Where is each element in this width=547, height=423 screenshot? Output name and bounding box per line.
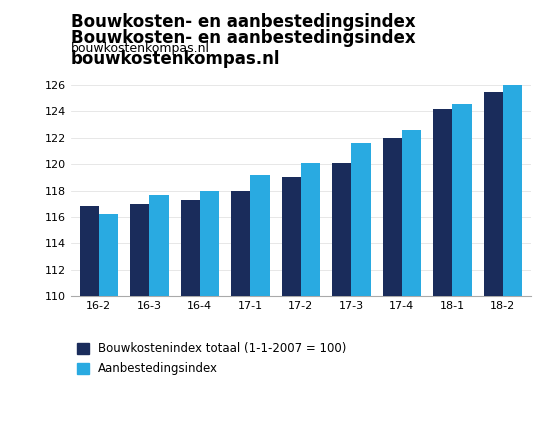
Bar (402, 130, 421, 296)
Bar (452, 104, 472, 296)
Bar (282, 177, 301, 296)
Bar (383, 138, 402, 296)
Bar (332, 163, 351, 296)
Bar (80, 206, 99, 296)
Text: Bouwkosten- en aanbestedingsindex: Bouwkosten- en aanbestedingsindex (71, 13, 416, 31)
Bar (149, 195, 168, 296)
Text: Bouwkosten- en aanbestedingsindex
bouwkostenkompas.nl: Bouwkosten- en aanbestedingsindex bouwko… (71, 29, 416, 68)
Bar (130, 204, 149, 296)
Bar (484, 92, 503, 296)
Bar (251, 175, 270, 296)
Bar (351, 143, 370, 296)
Legend: Bouwkostenindex totaal (1-1-2007 = 100), Aanbestedingsindex: Bouwkostenindex totaal (1-1-2007 = 100),… (77, 342, 347, 376)
Bar (200, 191, 219, 296)
Text: bouwkostenkompas.nl: bouwkostenkompas.nl (71, 42, 210, 55)
Bar (433, 109, 452, 296)
Bar (99, 214, 118, 296)
Bar (301, 163, 320, 296)
Bar (503, 85, 522, 296)
Bar (231, 191, 251, 296)
Bar (181, 200, 200, 296)
